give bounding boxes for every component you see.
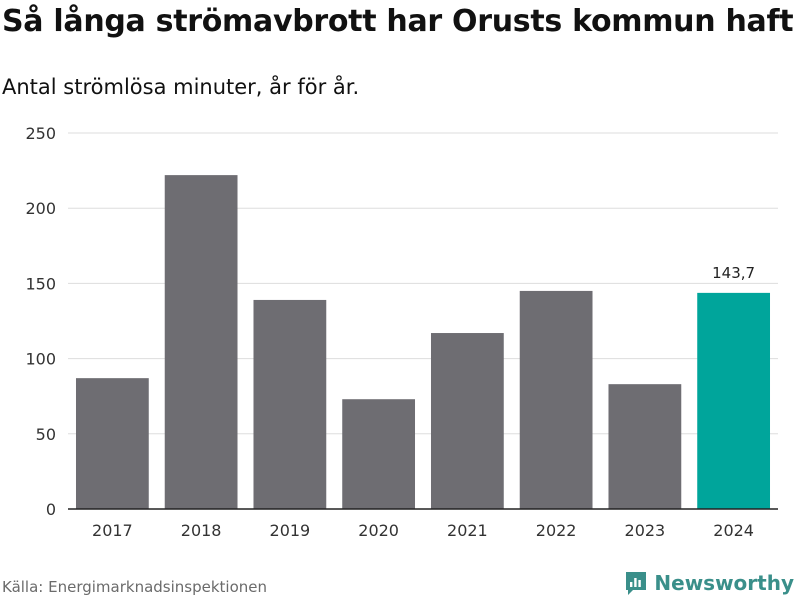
data-label: 143,7 — [712, 264, 755, 282]
bar — [519, 290, 593, 509]
bar — [342, 399, 416, 509]
y-tick-label: 200 — [25, 199, 56, 218]
x-tick-label: 2021 — [447, 521, 488, 540]
x-tick-label: 2024 — [713, 521, 754, 540]
x-tick-label: 2019 — [270, 521, 311, 540]
bar — [608, 384, 682, 509]
x-tick-label: 2017 — [92, 521, 133, 540]
chart-title: Så långa strömavbrott har Orusts kommun … — [2, 4, 794, 39]
bar — [75, 378, 149, 509]
bar — [253, 299, 327, 509]
y-tick-label: 250 — [25, 124, 56, 143]
bar — [164, 175, 238, 509]
bar — [430, 333, 504, 509]
y-tick-label: 0 — [46, 500, 56, 519]
chart-subtitle: Antal strömlösa minuter, år för år. — [2, 75, 360, 99]
brand-logo: Newsworthy — [624, 570, 794, 596]
brand-name: Newsworthy — [654, 571, 794, 595]
bar — [697, 292, 771, 509]
y-tick-label: 50 — [36, 425, 56, 444]
x-tick-label: 2022 — [536, 521, 577, 540]
x-tick-label: 2018 — [181, 521, 222, 540]
newsworthy-logo-icon — [626, 572, 647, 595]
bar-chart: 0 50 100 150 200 250 2017 2018 2019 2020 2021 2022 2… — [25, 124, 778, 540]
x-tick-label: 2023 — [625, 521, 666, 540]
source-note: Källa: Energimarknadsinspektionen — [2, 578, 268, 596]
y-tick-label: 150 — [25, 274, 56, 293]
x-tick-label: 2020 — [358, 521, 399, 540]
y-tick-label: 100 — [25, 350, 56, 369]
